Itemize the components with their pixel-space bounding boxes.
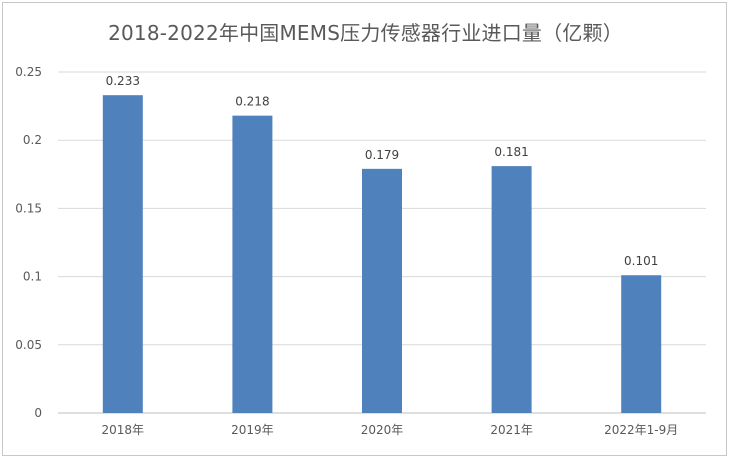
data-label: 0.218 bbox=[235, 95, 269, 109]
bar bbox=[232, 115, 273, 413]
data-label: 0.101 bbox=[624, 254, 658, 268]
x-tick-label: 2018年 bbox=[102, 423, 145, 437]
y-tick-label: 0.15 bbox=[15, 201, 42, 215]
y-axis-ticks: 0 0.05 0.1 0.15 0.2 0.25 bbox=[15, 65, 42, 420]
bar bbox=[491, 166, 532, 413]
y-tick-label: 0.2 bbox=[23, 133, 42, 147]
data-labels: 0.233 0.218 0.179 0.181 0.101 bbox=[106, 74, 659, 268]
x-tick-label: 2020年 bbox=[361, 423, 404, 437]
x-axis-ticks: 2018年 2019年 2020年 2021年 2022年1-9月 bbox=[102, 423, 679, 437]
x-tick-label: 2022年1-9月 bbox=[604, 423, 678, 437]
y-tick-label: 0.05 bbox=[15, 338, 42, 352]
data-label: 0.233 bbox=[106, 74, 140, 88]
chart-title: 2018-2022年中国MEMS压力传感器行业进口量（亿颗） bbox=[108, 21, 623, 45]
bar bbox=[621, 275, 662, 413]
bar bbox=[362, 168, 402, 413]
x-tick-label: 2019年 bbox=[231, 423, 274, 437]
y-tick-label: 0 bbox=[34, 406, 42, 420]
data-label: 0.181 bbox=[494, 145, 528, 159]
data-label: 0.179 bbox=[365, 148, 399, 162]
bar bbox=[102, 95, 143, 414]
y-tick-label: 0.1 bbox=[23, 270, 42, 284]
x-tick-label: 2021年 bbox=[490, 423, 533, 437]
bars bbox=[102, 95, 662, 414]
y-tick-label: 0.25 bbox=[15, 65, 42, 79]
